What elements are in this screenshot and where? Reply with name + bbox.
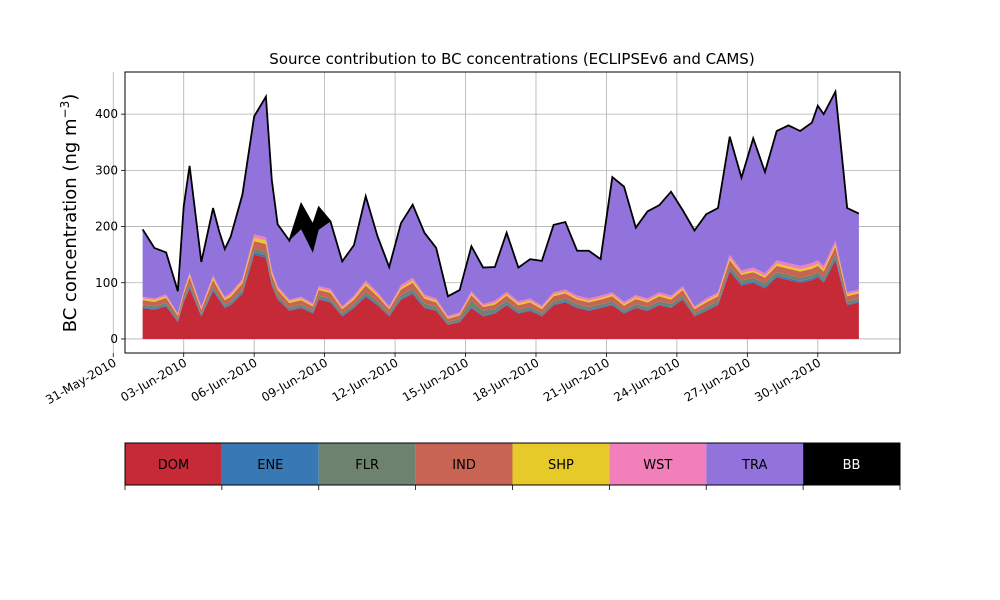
legend-swatch-tra xyxy=(706,443,804,485)
plot-frame xyxy=(124,71,901,354)
legend-label-tra: TRA xyxy=(741,458,767,473)
y-axis-label-text: BC concentration (ng m xyxy=(60,118,81,332)
legend-swatch-flr xyxy=(318,443,416,485)
chart-title: Source contribution to BC concentrations… xyxy=(269,50,754,68)
legend-colorbar: DOM ENE FLR IND SHP WST TRA BB xyxy=(124,442,901,490)
legend-swatch-wst xyxy=(609,443,707,485)
legend-swatch-dom xyxy=(125,443,222,485)
legend-swatch-ene xyxy=(221,443,319,485)
legend-label-shp: SHP xyxy=(548,458,574,473)
y-tick-label: 400 xyxy=(95,107,118,121)
legend-swatch-ind xyxy=(415,443,513,485)
legend-label-bb: BB xyxy=(843,458,861,473)
y-tick-label: 100 xyxy=(95,276,118,290)
stacked-areas xyxy=(142,91,859,339)
legend-swatch-shp xyxy=(512,443,610,485)
y-axis: 0 100 200 300 400 xyxy=(95,107,125,346)
legend-label-wst: WST xyxy=(643,458,672,473)
area-series-tra xyxy=(142,91,859,316)
total-concentration-line xyxy=(141,88,860,298)
total-line xyxy=(141,88,860,298)
legend-label-flr: FLR xyxy=(355,458,379,473)
y-tick-label: 0 xyxy=(110,332,118,346)
y-axis-label: BC concentration (ng m−3) xyxy=(58,94,81,333)
y-axis-label-superscript: −3 xyxy=(58,101,72,119)
legend-label-ind: IND xyxy=(452,458,476,473)
y-tick-label: 300 xyxy=(95,163,118,177)
y-axis-label-close: ) xyxy=(60,94,81,101)
legend-swatch-bb xyxy=(803,443,900,485)
legend-label-dom: DOM xyxy=(158,458,189,473)
area-series-dom xyxy=(142,254,859,339)
y-tick-label: 200 xyxy=(95,220,118,234)
legend-label-ene: ENE xyxy=(257,458,283,473)
